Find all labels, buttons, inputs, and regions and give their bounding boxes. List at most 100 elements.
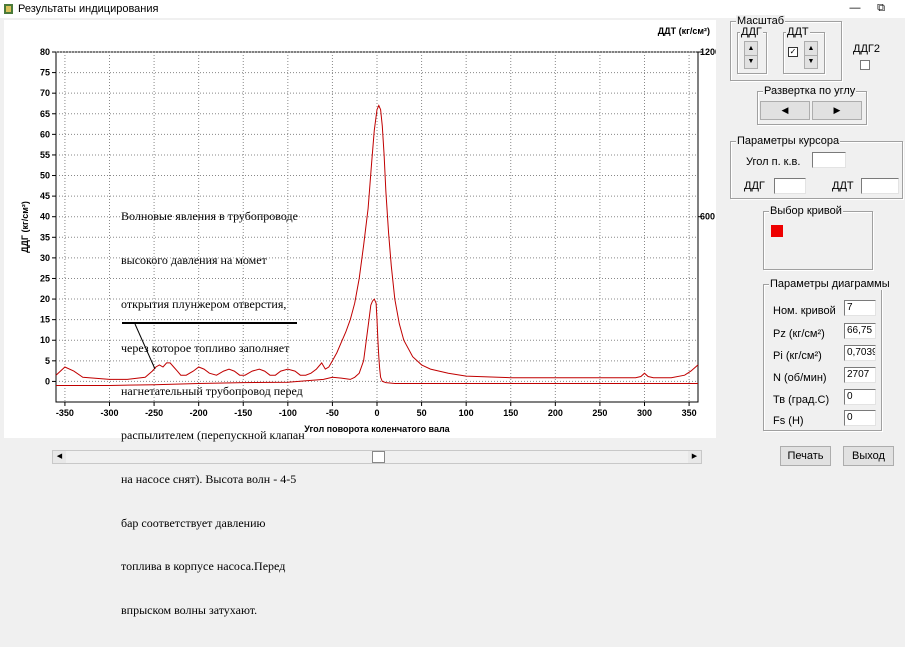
ddg-scale-label: ДДГ <box>740 26 763 38</box>
horizontal-scrollbar[interactable]: ◀ ▶ <box>52 450 702 464</box>
x-tick-label: -250 <box>145 408 163 418</box>
sweep-group: Развертка по углу ◀ ▶ <box>757 85 867 125</box>
spin-up-icon[interactable]: ▲ <box>805 42 817 56</box>
param-label-curve-no: Ном. кривой <box>773 305 836 317</box>
ddt-scale-box: ДДТ ✓ ▲ ▼ <box>783 26 825 74</box>
x-tick-label: -200 <box>190 408 208 418</box>
y-tick-label: 65 <box>40 109 50 119</box>
ddg2-label: ДДГ2 <box>853 43 880 55</box>
y-axis-label-left: ДДГ (кг/см²) <box>20 201 30 253</box>
y-tick-label: 40 <box>40 212 50 222</box>
scroll-right-icon[interactable]: ▶ <box>688 451 701 463</box>
annotation-line: высокого давления на момет <box>121 252 267 267</box>
chart-panel: -350 -300 -250 -200 -150 -100 -50 0 50 100 150 200 2… <box>4 20 716 617</box>
spin-down-icon[interactable]: ▼ <box>807 58 815 65</box>
cursor-ddg-field[interactable] <box>774 178 806 194</box>
y-tick-label: 60 <box>40 129 50 139</box>
param-label-tv: Тв (град.С) <box>773 394 830 406</box>
x-tick-label: 250 <box>592 408 607 418</box>
annotation-line: топлива в корпусе насоса.Перед <box>121 559 286 574</box>
param-value-pi[interactable]: 0,7039 <box>844 345 876 361</box>
scale-title: Масштаб <box>736 15 786 27</box>
spin-down-icon[interactable]: ▼ <box>747 58 755 65</box>
y-tick-label: 50 <box>40 171 50 181</box>
param-value-curve-no[interactable]: 7 <box>844 300 876 316</box>
x-tick-label: 200 <box>548 408 563 418</box>
x-tick-label: 350 <box>682 408 697 418</box>
annotation-line: открытия плунжером отверстия, <box>121 296 287 311</box>
y-tick-label: 45 <box>40 191 50 201</box>
param-value-tv[interactable]: 0 <box>844 389 876 405</box>
param-label-n: N (об/мин) <box>773 372 827 384</box>
exit-button[interactable]: Выход <box>843 446 894 466</box>
cursor-title: Параметры курсора <box>736 135 841 147</box>
y-tick-label: 55 <box>40 150 50 160</box>
spin-up-icon[interactable]: ▲ <box>745 42 757 56</box>
minimize-button[interactable]: — <box>849 2 861 14</box>
app-icon <box>4 4 13 14</box>
chart-svg[interactable]: -350 -300 -250 -200 -150 -100 -50 0 50 100 150 200 2… <box>4 20 716 438</box>
ddt-scale-spinner[interactable]: ▲ ▼ <box>804 41 818 69</box>
annotation-line: бар соответствует давлению <box>121 515 266 530</box>
y-tick-label: 10 <box>40 335 50 345</box>
ddt-checkbox[interactable]: ✓ <box>788 47 798 57</box>
sweep-left-button[interactable]: ◀ <box>760 101 810 120</box>
ddg-scale-box: ДДГ ▲ ▼ <box>737 26 767 74</box>
x-tick-label: -300 <box>100 408 118 418</box>
cursor-ddt-field[interactable] <box>861 178 899 194</box>
cursor-ddt-label: ДДТ <box>832 180 854 192</box>
scale-group: Масштаб ДДГ ▲ ▼ ДДТ ✓ ▲ ▼ <box>730 15 842 81</box>
title-bar: Результаты индицирования — ⧉ <box>0 0 905 18</box>
cursor-angle-label: Угол п. к.в. <box>746 156 801 168</box>
sweep-right-button[interactable]: ▶ <box>812 101 862 120</box>
curve-color-swatch[interactable] <box>771 225 783 237</box>
print-button[interactable]: Печать <box>780 446 831 466</box>
x-tick-label: -350 <box>56 408 74 418</box>
param-label-pz: Pz (кг/см²) <box>773 328 825 340</box>
annotation-line: впрыском волны затухают. <box>121 603 258 618</box>
param-value-fs[interactable]: 0 <box>844 410 876 426</box>
annotation-text: Волновые явления в трубопроводе высокого… <box>121 180 305 647</box>
right-tick-label: 600 <box>700 212 715 222</box>
x-tick-label: 50 <box>417 408 427 418</box>
annotation-line: нагнетательный трубопровод перед <box>121 384 303 399</box>
y-tick-label: 70 <box>40 88 50 98</box>
diagram-params-group: Параметры диаграммы Ном. кривой 7 Pz (кг… <box>763 278 891 431</box>
annotation-line: через которое топливо заполняет <box>121 340 290 355</box>
y-tick-label: 75 <box>40 68 50 78</box>
series-line-1 <box>55 104 699 380</box>
ddt-scale-label: ДДТ <box>786 26 810 38</box>
x-tick-label: 100 <box>459 408 474 418</box>
y-axis-label-right: ДДТ (кг/см²) <box>658 26 710 36</box>
y-tick-label: 25 <box>40 273 50 283</box>
param-label-fs: Fs (H) <box>773 415 804 427</box>
param-value-pz[interactable]: 66,75 <box>844 323 876 339</box>
right-tick-label: 1200 <box>700 47 716 57</box>
cursor-angle-field[interactable] <box>812 152 846 168</box>
cursor-group: Параметры курсора Угол п. к.в. ДДГ ДДТ <box>730 135 903 199</box>
y-tick-label: 5 <box>45 356 50 366</box>
scroll-thumb[interactable] <box>372 451 385 463</box>
y-tick-label: 0 <box>45 376 50 386</box>
param-value-n[interactable]: 2707 <box>844 367 876 383</box>
annotation-line: на насосе снят). Высота волн - 4-5 <box>121 471 297 486</box>
x-tick-label: -150 <box>234 408 252 418</box>
curve-select-group: Выбор кривой <box>763 205 873 270</box>
x-tick-label: -100 <box>279 408 297 418</box>
curve-select-title: Выбор кривой <box>769 205 843 217</box>
annotation-pointer <box>134 323 156 370</box>
ddg-scale-spinner[interactable]: ▲ ▼ <box>744 41 758 69</box>
annotation-line: распылителем (перепускной клапан <box>121 428 305 443</box>
restore-button[interactable]: ⧉ <box>877 2 885 14</box>
annotation-line: Волновые явления в трубопроводе <box>121 209 298 224</box>
scroll-left-icon[interactable]: ◀ <box>53 451 66 463</box>
check-icon: ✓ <box>789 47 797 56</box>
x-tick-label: -50 <box>326 408 339 418</box>
y-tick-label: 30 <box>40 253 50 263</box>
sweep-title: Развертка по углу <box>763 85 857 97</box>
series-line-2 <box>56 298 698 386</box>
ddg2-checkbox[interactable] <box>860 60 870 70</box>
y-tick-label: 80 <box>40 47 50 57</box>
y-tick-label: 20 <box>40 294 50 304</box>
x-tick-label: 300 <box>637 408 652 418</box>
